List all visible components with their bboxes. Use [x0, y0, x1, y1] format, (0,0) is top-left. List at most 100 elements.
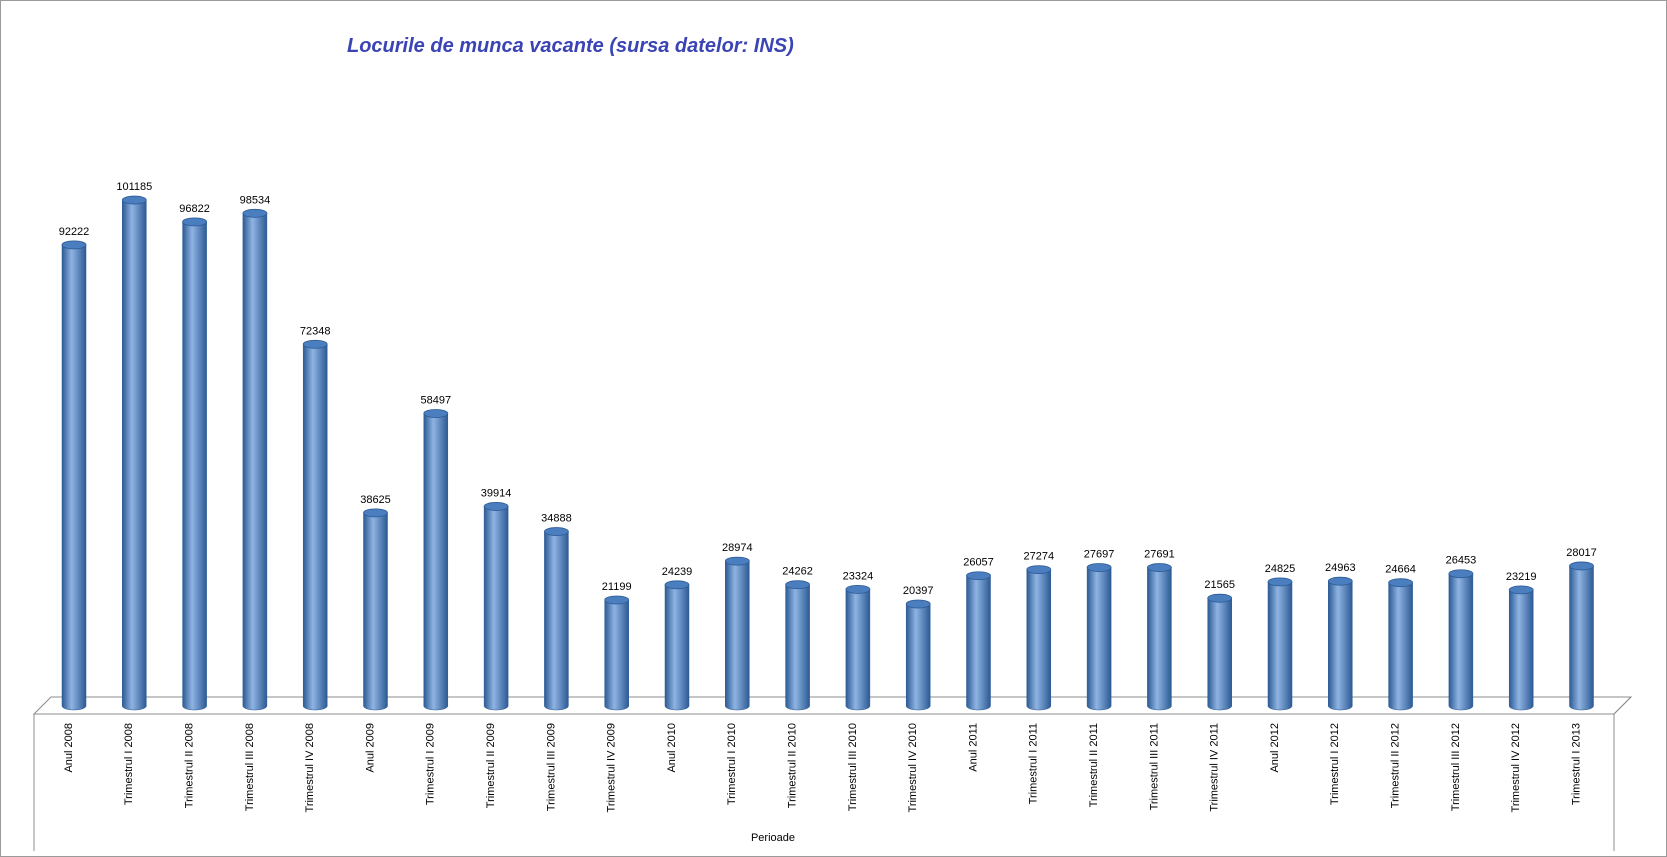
data-label: 26057: [963, 557, 994, 569]
floor-side-edge: [1613, 696, 1632, 715]
bar-body: [242, 213, 268, 711]
x-tick-label: Trimestrul I 2009: [425, 723, 437, 805]
bar-top: [302, 339, 328, 349]
data-label: 39914: [481, 487, 512, 499]
x-tick-label: Anul 2011: [967, 723, 979, 772]
x-tick-label: Trimestrul I 2013: [1570, 723, 1582, 805]
bar-top: [1388, 578, 1413, 588]
bar-body: [1086, 567, 1112, 711]
bar-top: [1207, 593, 1233, 603]
bar-body: [905, 603, 931, 711]
data-label: 21199: [602, 581, 632, 593]
bar-top: [544, 527, 569, 536]
bar: [664, 580, 690, 711]
x-tick-label: Trimestrul II 2012: [1390, 723, 1402, 808]
x-tick-labels-group: Anul 2008 Trimestrul I 2008 Trimestrul II …: [63, 723, 1583, 812]
x-tick-label: Anul 2009: [364, 723, 376, 773]
data-label: 24239: [662, 566, 693, 578]
data-label: 20397: [903, 585, 934, 597]
bar: [363, 508, 388, 711]
bar: [1388, 578, 1413, 711]
x-tick-label: Trimestrul III 2011: [1148, 723, 1160, 810]
bar-top: [121, 195, 147, 205]
bar-top: [1569, 561, 1594, 571]
bar: [604, 595, 630, 711]
bar: [61, 240, 87, 711]
bar-top: [664, 580, 690, 590]
data-label: 24262: [782, 566, 813, 578]
bar-top: [604, 595, 630, 605]
data-label: 24963: [1325, 562, 1356, 574]
x-tick-label: Trimestrul II 2008: [184, 723, 196, 808]
bar: [1026, 565, 1052, 711]
bar-body: [302, 344, 328, 711]
bar: [242, 208, 268, 711]
bar-top: [182, 217, 208, 227]
bar-top: [724, 556, 750, 566]
data-label: 27691: [1144, 549, 1175, 561]
bar-top: [242, 208, 268, 218]
bar: [1327, 576, 1353, 711]
bar: [302, 339, 328, 711]
bar-top: [483, 502, 509, 511]
data-label: 101185: [116, 181, 152, 193]
bar-top: [363, 508, 388, 518]
data-label: 92222: [59, 226, 90, 238]
bar-body: [1388, 582, 1413, 711]
x-tick-label: Trimestrul I 2011: [1028, 723, 1040, 804]
bar-body: [1207, 597, 1232, 711]
bars-group: [61, 195, 1594, 711]
bar-body: [664, 584, 690, 711]
bar: [1448, 569, 1474, 711]
x-tick-label: Trimestrul II 2011: [1088, 723, 1100, 807]
x-tick-label: Trimestrul II 2009: [485, 723, 497, 808]
bar-top: [845, 584, 871, 594]
data-label: 21565: [1204, 579, 1235, 591]
bar-body: [1508, 589, 1534, 711]
x-tick-label: Anul 2010: [666, 723, 678, 773]
x-tick-label: Trimestrul I 2010: [726, 723, 738, 805]
bar-top: [61, 240, 87, 250]
bar: [845, 584, 871, 711]
bar: [1207, 593, 1233, 711]
bar-body: [785, 584, 810, 711]
bar-top: [905, 599, 931, 609]
data-label: 98534: [240, 194, 271, 206]
data-label: 38625: [360, 494, 391, 506]
bar-body: [363, 512, 388, 711]
x-tick-label: Trimestrul III 2012: [1450, 723, 1462, 811]
bar-body: [483, 506, 509, 711]
x-tick-label: Anul 2008: [63, 723, 75, 773]
bar-top: [1508, 585, 1534, 595]
data-label: 27274: [1024, 551, 1055, 563]
bar-top: [785, 580, 810, 590]
x-tick-label: Trimestrul IV 2012: [1510, 723, 1522, 812]
data-label: 24664: [1385, 564, 1416, 576]
bar: [785, 580, 810, 711]
bar-body: [423, 413, 449, 711]
bar-body: [1569, 565, 1594, 711]
bar: [1147, 563, 1172, 711]
bar-top: [1026, 565, 1052, 575]
x-tick-label: Trimestrul IV 2008: [304, 723, 316, 812]
data-label: 28974: [722, 542, 753, 554]
bar: [483, 502, 509, 711]
bar: [182, 217, 208, 711]
x-tick-label: Trimestrul IV 2011: [1209, 723, 1221, 812]
bar-top: [1267, 577, 1293, 587]
bar-body: [1147, 567, 1172, 711]
x-tick-label: Trimestrul III 2010: [847, 723, 859, 811]
data-label: 72348: [300, 325, 331, 337]
bar-top: [1147, 563, 1172, 572]
bar: [423, 409, 449, 711]
bar-body: [1448, 573, 1474, 711]
bar-body: [604, 599, 629, 711]
data-label: 26453: [1446, 555, 1477, 567]
bar: [966, 571, 991, 711]
bar: [1086, 563, 1112, 711]
bar-body: [725, 560, 750, 711]
data-labels-group: 92222 101185 96822 98534 72348 38625 58497 3991…: [59, 181, 1597, 597]
data-label: 27697: [1084, 549, 1115, 561]
